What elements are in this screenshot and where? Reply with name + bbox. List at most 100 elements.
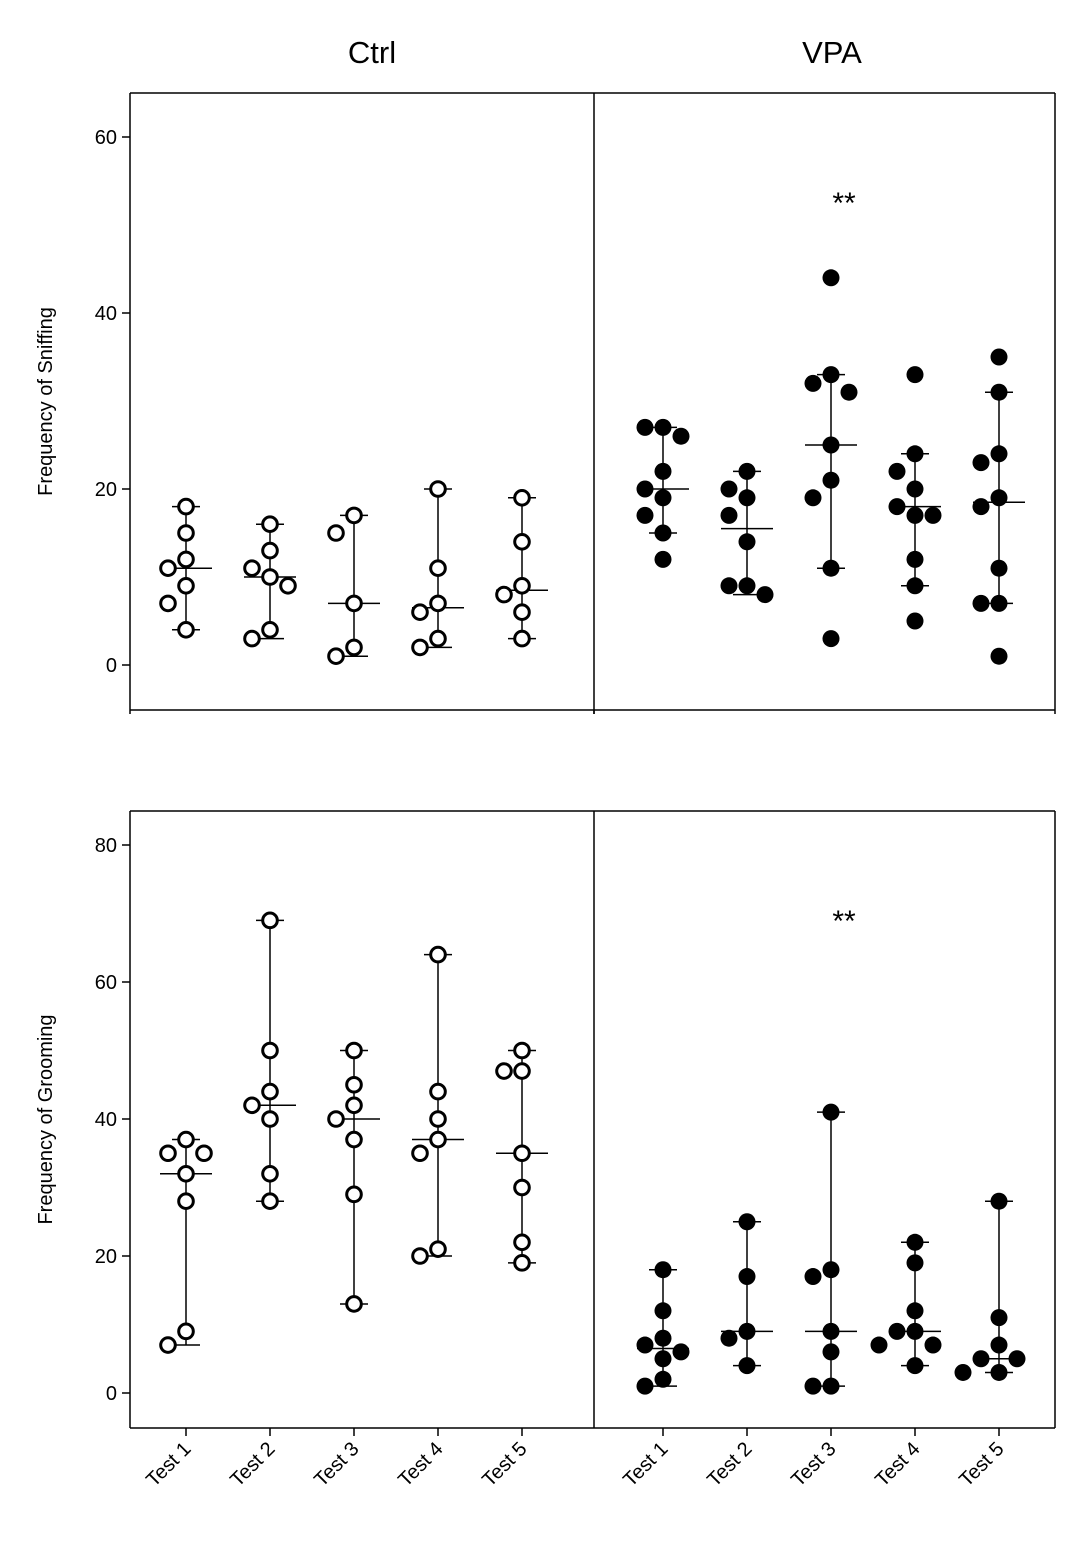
y-tick-label: 20 (95, 1246, 117, 1268)
group-ctrl-test-4 (411, 945, 464, 1265)
group-vpa-test-2 (720, 1213, 773, 1375)
data-point (345, 1295, 363, 1313)
data-point (345, 1096, 363, 1115)
data-point (177, 550, 195, 569)
data-point (906, 1254, 924, 1272)
data-point (513, 1254, 531, 1272)
data-point (654, 1329, 672, 1347)
data-point (906, 1322, 924, 1340)
data-point (654, 1302, 672, 1320)
x-tick-label: Test 5 (478, 1438, 531, 1491)
data-point (738, 1268, 756, 1286)
data-point (720, 577, 738, 595)
x-tick-label: Test 2 (226, 1438, 279, 1491)
data-point (738, 1357, 756, 1375)
data-point (345, 1041, 363, 1060)
data-point (513, 533, 531, 551)
group-vpa-test-5 (954, 1192, 1026, 1381)
data-point (906, 480, 924, 498)
panel-grooming: 0 20 40 60 80 Frequency of Grooming Test 1 Test… (35, 810, 1056, 1491)
data-point (513, 577, 531, 595)
data-point (513, 1144, 531, 1163)
data-point (738, 462, 756, 480)
group-vpa-test-5 (972, 348, 1025, 665)
data-point (159, 1336, 177, 1354)
group-vpa-test-3 (804, 1103, 857, 1395)
data-point (822, 1322, 840, 1340)
y-tick-label: 0 (106, 1383, 117, 1405)
data-point (906, 445, 924, 463)
data-point (429, 1082, 447, 1101)
group-title-vpa: VPA (802, 35, 862, 70)
data-point (513, 1062, 531, 1080)
data-point (720, 506, 738, 524)
data-point (429, 1130, 447, 1149)
data-point (261, 1165, 279, 1183)
data-point (177, 1130, 195, 1149)
data-point (177, 577, 195, 595)
data-point (822, 630, 840, 648)
data-point (990, 559, 1008, 577)
data-point (636, 1336, 654, 1354)
group-ctrl-test-2 (243, 911, 296, 1210)
y-tick-label: 40 (95, 303, 117, 325)
data-point (261, 911, 279, 930)
data-point (756, 586, 774, 604)
group-vpa-test-1 (636, 418, 690, 568)
data-point (327, 1110, 345, 1128)
data-point (177, 524, 195, 542)
data-point (906, 366, 924, 384)
group-ctrl-test-3 (327, 1041, 380, 1313)
data-point (822, 269, 840, 287)
data-point (888, 1322, 906, 1340)
data-point (924, 1336, 942, 1354)
group-ctrl-test-5 (495, 1041, 548, 1272)
data-point (513, 603, 531, 622)
data-point (429, 480, 447, 498)
data-point (411, 603, 429, 622)
data-point (513, 489, 531, 507)
data-point (327, 524, 345, 542)
x-tick-label: Test 5 (955, 1438, 1008, 1491)
group-vpa-test-3 (804, 269, 858, 648)
data-point (906, 612, 924, 630)
group-vpa-test-2 (720, 462, 774, 604)
data-point (720, 480, 738, 498)
data-point (654, 462, 672, 480)
data-point (654, 550, 672, 568)
y-axis-label: Frequency of Sniffing (35, 307, 57, 496)
data-point (159, 1144, 177, 1163)
data-point (804, 374, 822, 392)
group-ctrl-test-5 (495, 489, 548, 648)
significance-annotation: ** (832, 187, 856, 220)
data-point (345, 1130, 363, 1149)
data-point (636, 1377, 654, 1395)
data-point (672, 427, 690, 445)
data-point (888, 498, 906, 516)
data-point (888, 462, 906, 480)
data-point (636, 418, 654, 436)
data-point (261, 1192, 279, 1210)
data-point (411, 1144, 429, 1163)
data-point (177, 497, 195, 516)
data-point (738, 1322, 756, 1340)
data-point (822, 1377, 840, 1395)
data-point (429, 945, 447, 964)
data-point (906, 1233, 924, 1251)
y-tick-label: 20 (95, 479, 117, 501)
group-ctrl-test-1 (159, 1130, 213, 1354)
data-point (990, 1363, 1008, 1381)
y-tick-label: 0 (106, 655, 117, 677)
data-point (429, 1110, 447, 1128)
data-point (924, 506, 942, 524)
data-point (159, 594, 177, 613)
data-point (636, 480, 654, 498)
data-point (177, 1192, 195, 1210)
data-point (990, 1336, 1008, 1354)
data-point (429, 629, 447, 648)
data-point (411, 638, 429, 657)
data-point (177, 621, 195, 639)
data-point (990, 383, 1008, 401)
data-point (906, 1357, 924, 1375)
data-point (195, 1144, 213, 1163)
